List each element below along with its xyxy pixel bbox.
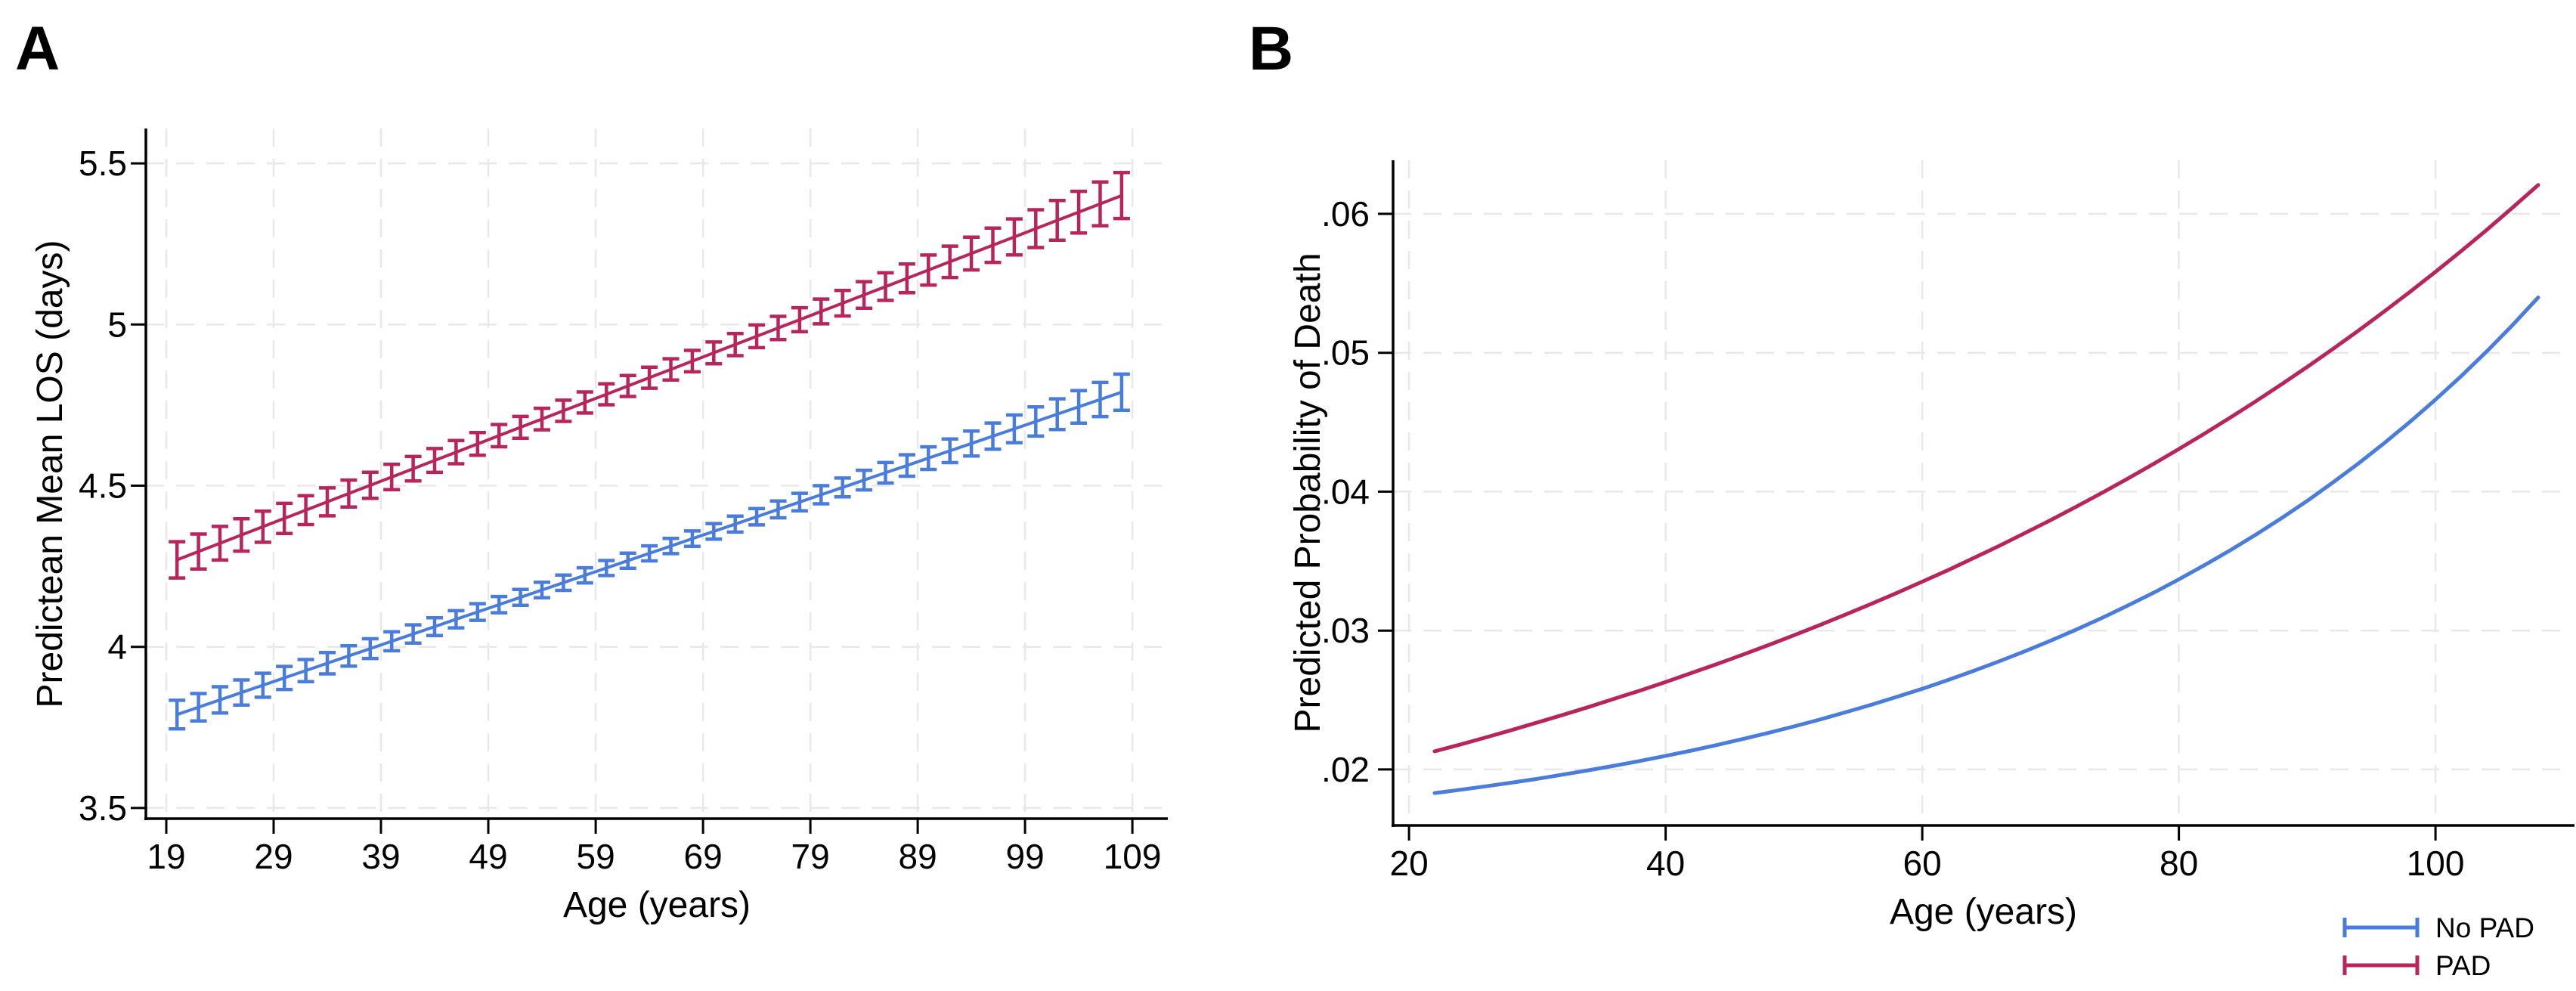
y-tick-label: 4 xyxy=(107,627,127,667)
x-tick-label: 60 xyxy=(1903,844,1942,883)
panel-a-plot: 19 29 39 49 59 69 79 89 99 109 3.5 4 4.5 5 5.5 xyxy=(79,129,1168,876)
legend-symbols xyxy=(2342,918,2420,975)
y-tick-label: .04 xyxy=(1321,472,1370,511)
y-tick-label: 3.5 xyxy=(79,788,127,828)
panel-b-x-axis-title: Age (years) xyxy=(1890,892,2077,932)
panel-b-plot: 20 40 60 80 100 .02 .03 .04 .05 .06 xyxy=(1321,160,2574,883)
panel-a-x-axis-title: Age (years) xyxy=(563,885,751,925)
y-tick-label: .05 xyxy=(1321,333,1370,373)
x-tick-label: 109 xyxy=(1104,837,1162,876)
panel-a-letter: A xyxy=(15,14,60,83)
x-tick-label: 99 xyxy=(1006,837,1045,876)
series-line-no-pad xyxy=(175,390,1123,717)
error-bars-no-pad xyxy=(169,372,1130,731)
panel-a-gridlines xyxy=(146,129,1168,819)
panel-b-gridlines xyxy=(1393,160,2570,825)
x-tick-label: 19 xyxy=(147,837,185,876)
x-tick-label: 89 xyxy=(899,837,937,876)
legend: No PAD PAD xyxy=(2342,912,2534,981)
legend-symbol-pad xyxy=(2342,955,2420,975)
panel-b-y-axis-title: Predicted Probability of Death xyxy=(1288,252,1328,732)
y-tick-label: 5 xyxy=(107,305,127,344)
y-tick-label: 4.5 xyxy=(79,466,127,506)
y-tick-label: 5.5 xyxy=(79,144,127,183)
series-line-no-pad xyxy=(1432,296,2540,795)
legend-symbol-no-pad xyxy=(2342,918,2420,937)
y-tick-label: .03 xyxy=(1321,611,1370,650)
series-line-pad xyxy=(1432,183,2540,754)
error-bars-pad xyxy=(169,171,1130,580)
x-tick-label: 80 xyxy=(2160,844,2198,883)
x-tick-label: 20 xyxy=(1390,844,1429,883)
x-tick-label: 49 xyxy=(469,837,507,876)
x-tick-label: 29 xyxy=(254,837,293,876)
y-tick-label: .06 xyxy=(1321,194,1370,234)
panel-a-y-axis-title: Predictean Mean LOS (days) xyxy=(30,240,70,708)
x-tick-label: 100 xyxy=(2407,844,2465,883)
x-tick-label: 59 xyxy=(577,837,615,876)
x-tick-label: 40 xyxy=(1646,844,1685,883)
legend-label-no-pad: No PAD xyxy=(2435,912,2534,943)
x-tick-label: 69 xyxy=(684,837,723,876)
y-tick-label: .02 xyxy=(1321,750,1370,789)
series-line-pad xyxy=(175,194,1123,562)
panel-b-letter: B xyxy=(1249,14,1293,83)
legend-label-pad: PAD xyxy=(2435,950,2491,981)
x-tick-label: 79 xyxy=(791,837,830,876)
x-tick-label: 39 xyxy=(361,837,400,876)
